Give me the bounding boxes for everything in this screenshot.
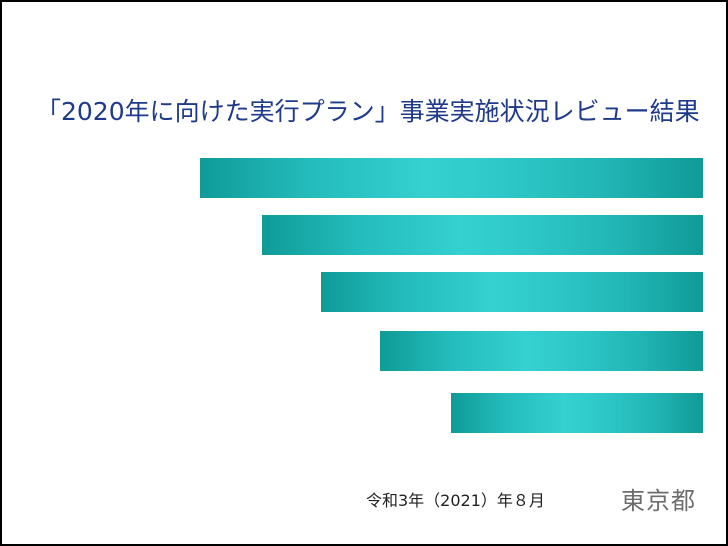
decorative-bar-1 (200, 158, 703, 198)
organization-name: 東京都 (621, 487, 696, 515)
decorative-bar-2 (262, 215, 703, 255)
slide-title: 「2020年に向けた実行プラン」事業実施状況レビュー結果 (36, 97, 700, 126)
decorative-bar-5 (451, 393, 703, 433)
publication-date: 令和3年（2021）年８月 (366, 491, 545, 510)
decorative-bar-3 (321, 272, 703, 312)
decorative-bar-4 (380, 331, 703, 371)
